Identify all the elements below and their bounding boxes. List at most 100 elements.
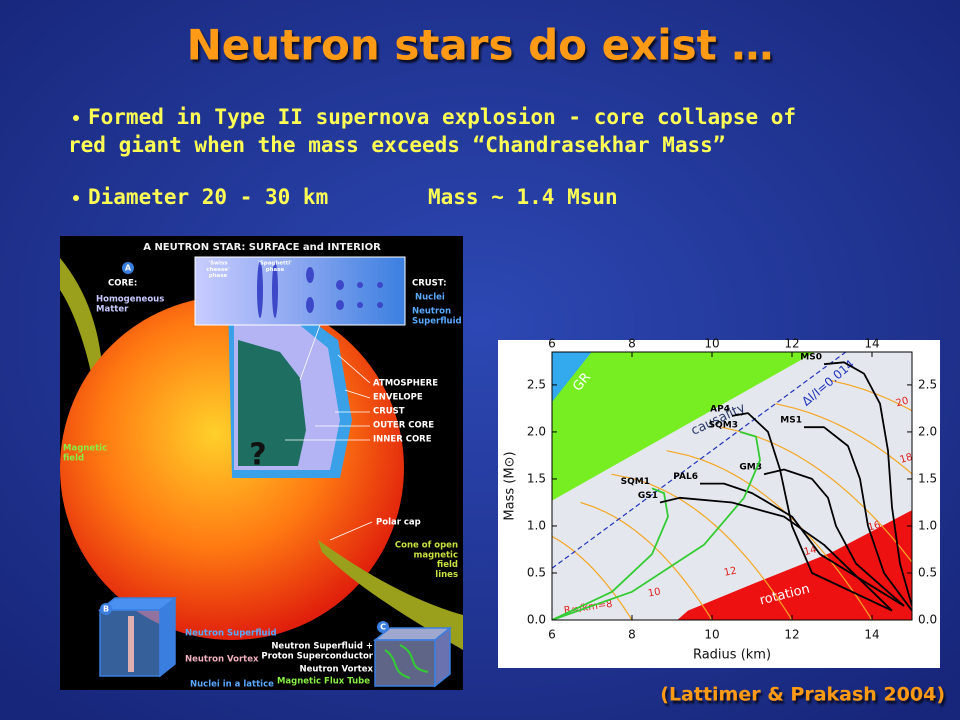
region-causality [552, 352, 816, 501]
contour-label: 10 [647, 587, 661, 600]
pointer [329, 521, 373, 541]
nucleus [336, 280, 344, 290]
illustration-label: Neutron Superfluid + [271, 642, 373, 652]
pointer [299, 324, 321, 381]
bullet-list: Formed in Type II supernova explosion - … [68, 105, 796, 209]
illustration-label: Magnetic Flux Tube [277, 677, 370, 687]
contour-line [580, 501, 713, 620]
x-tick-label: 10 [704, 628, 719, 642]
badge [122, 262, 134, 274]
illustration-label: Matter [96, 304, 129, 314]
curve-label: PAL6 [673, 472, 698, 482]
eos-curve [804, 426, 912, 612]
illustration-label: Cone of open [395, 541, 458, 551]
illustration-label: Nuclei in a lattice [190, 680, 274, 690]
plot-frame [551, 351, 913, 621]
bullet-text: red giant when the mass exceeds “Chandra… [68, 133, 725, 157]
crust-inset [194, 256, 406, 326]
badge [377, 621, 389, 633]
y-tick-label: 2.0 [918, 424, 937, 438]
y-tick-label: 2.5 [918, 377, 937, 391]
curve-label: GS1 [638, 491, 658, 501]
dashed-line [552, 352, 847, 569]
nucleus [357, 282, 363, 288]
contour-label: 18 [899, 452, 914, 466]
y-tick-label: 1.5 [918, 471, 937, 485]
contour-label: 20 [895, 395, 910, 409]
contour-label: 16 [867, 520, 882, 534]
illustration-label: ATMOSPHERE [373, 379, 438, 389]
illustration-label: Homogeneous [96, 295, 164, 305]
illustration-label: INNER CORE [373, 435, 432, 445]
illustration-label: phase [266, 267, 285, 273]
eos-curve [731, 412, 893, 612]
y-tick-label: 0.5 [918, 565, 937, 579]
eos-curve [763, 468, 905, 607]
x-axis-label: Radius (km) [693, 648, 771, 663]
y-axis-label: Mass (M⊙) [503, 451, 518, 520]
pointer [337, 354, 371, 384]
illustration-label: field [63, 453, 84, 463]
contour-line [552, 535, 633, 620]
x-tick-label: 12 [784, 337, 799, 351]
illustration-label: CRUST: [412, 279, 447, 289]
illustration-label: 'Spaghetti' [258, 261, 292, 267]
contour-label: 14 [803, 544, 818, 558]
y-tick-label: 1.0 [527, 518, 546, 532]
eos-curve [823, 361, 912, 607]
pointer [344, 389, 371, 399]
mass-radius-chart: R∞/km=8101214161820ΔI/I=0.014GRcausality… [498, 337, 940, 668]
illustration-label: Proton Superconductor [261, 651, 373, 661]
nucleus [377, 302, 383, 308]
illustration-label: Superfluid [412, 316, 462, 326]
illustration-label: Magnetic [63, 444, 107, 454]
badge [100, 603, 112, 615]
illustration-label: A [125, 264, 132, 273]
illustration-label: Nuclei [415, 293, 445, 303]
plot-area: R∞/km=8101214161820ΔI/I=0.014GRcausality… [552, 352, 914, 620]
curve-label: AP4 [710, 404, 730, 414]
eos-curve [552, 431, 761, 620]
bullet-text: Mass ~ 1.4 Msun [428, 185, 618, 209]
illustration-label: ? [249, 438, 266, 473]
eos-curve [659, 496, 893, 612]
region-gr [552, 352, 592, 402]
illustration-label: phase [209, 273, 228, 279]
spaghetti [257, 262, 263, 318]
nucleus [306, 267, 314, 283]
flux-cube [374, 639, 436, 687]
bullet-dot [73, 195, 79, 201]
y-tick-label: 1.5 [527, 471, 546, 485]
x-tick-label: 6 [548, 337, 556, 351]
illustration-label: CRUST [373, 407, 405, 417]
y-tick-label: 2.5 [527, 377, 546, 391]
contour-label: 12 [723, 565, 738, 578]
illustration-label: Neutron Superfluid [185, 629, 277, 639]
illustration-label: Polar cap [376, 518, 421, 528]
illustration-label: C [380, 623, 386, 632]
x-tick-label: 14 [864, 337, 879, 351]
illustration-label: OUTER CORE [373, 421, 434, 431]
field-horn [318, 540, 463, 650]
illustration-label: ENVELOPE [373, 393, 423, 403]
flux-tube [384, 644, 429, 679]
curve-label: SQM1 [621, 477, 650, 487]
y-tick-label: 2.0 [527, 424, 546, 438]
illustration-title: A NEUTRON STAR: SURFACE and INTERIOR [143, 242, 381, 253]
x-tick-label: 6 [548, 628, 556, 642]
illustration-label: Neutron Vortex [300, 665, 374, 675]
slide-title: Neutron stars do exist … [187, 21, 774, 70]
inner-core-layer [238, 340, 306, 466]
nucleus [306, 297, 314, 313]
curve-label: SQM3 [709, 420, 738, 430]
illustration-label: lines [435, 570, 458, 580]
eos-curve [700, 482, 905, 607]
spaghetti [272, 262, 278, 318]
bullet-text: Formed in Type II supernova explosion - … [88, 105, 796, 129]
illustration-label: 'Swiss [208, 261, 228, 267]
vortex [128, 616, 134, 672]
illustration-label: Neutron [412, 307, 451, 317]
lattice-cube [159, 596, 176, 678]
curve-label: MS1 [780, 416, 802, 426]
